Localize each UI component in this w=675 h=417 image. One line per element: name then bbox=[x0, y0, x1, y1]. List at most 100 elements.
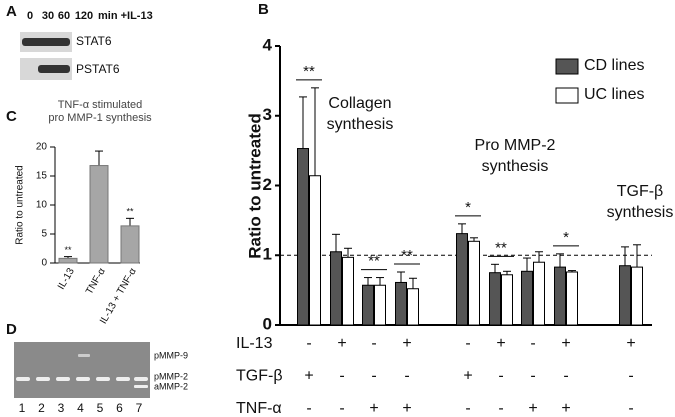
bar bbox=[631, 266, 643, 326]
condition-sign: - bbox=[498, 368, 503, 385]
significance: ** bbox=[64, 245, 72, 255]
x-tick-label: IL-13 bbox=[56, 266, 77, 292]
chart-title: pro MMP-1 synthesis bbox=[48, 112, 152, 124]
band-label: pMMP-2 bbox=[154, 371, 188, 381]
band-label: PSTAT6 bbox=[76, 62, 120, 76]
legend-label: UC lines bbox=[584, 86, 644, 103]
condition-sign: - bbox=[339, 400, 344, 417]
blot-band bbox=[38, 65, 70, 73]
significance: ** bbox=[126, 207, 134, 217]
bar bbox=[297, 148, 309, 326]
blot-band bbox=[22, 38, 70, 46]
chart-title: TNF-α stimulated bbox=[58, 99, 143, 111]
condition-sign: - bbox=[530, 335, 535, 352]
gel bbox=[14, 342, 150, 398]
condition-sign: - bbox=[628, 368, 633, 385]
bar bbox=[362, 284, 374, 326]
y-tick-label: 20 bbox=[36, 142, 48, 153]
condition-label: TNF-α bbox=[236, 400, 282, 417]
lane-label: 2 bbox=[38, 401, 45, 415]
band-label: STAT6 bbox=[76, 34, 112, 48]
y-axis-label: Ratio to untreated bbox=[245, 113, 264, 258]
group-label: TGF-β bbox=[617, 183, 664, 200]
condition-sign: - bbox=[563, 368, 568, 385]
panel-label: C bbox=[6, 108, 17, 125]
condition-sign: + bbox=[369, 400, 378, 417]
condition-sign: + bbox=[463, 368, 472, 385]
condition-sign: - bbox=[530, 368, 535, 385]
condition-sign: + bbox=[626, 335, 635, 352]
bar bbox=[554, 266, 566, 326]
bar bbox=[374, 284, 386, 326]
condition-sign: + bbox=[561, 400, 570, 417]
bar bbox=[407, 288, 419, 326]
condition-sign: - bbox=[371, 335, 376, 352]
bar bbox=[468, 240, 480, 326]
bar bbox=[309, 175, 321, 326]
bar bbox=[489, 272, 501, 326]
condition-sign: - bbox=[339, 368, 344, 385]
group-label: synthesis bbox=[327, 116, 394, 133]
bar bbox=[501, 274, 513, 326]
significance: ** bbox=[401, 247, 413, 264]
group-label: synthesis bbox=[482, 158, 549, 175]
y-tick-label: 5 bbox=[41, 229, 47, 240]
bar bbox=[566, 271, 578, 326]
condition-label: IL-13 bbox=[236, 335, 273, 352]
band-label: pMMP-9 bbox=[154, 350, 188, 360]
bar bbox=[89, 165, 109, 264]
significance: ** bbox=[368, 253, 380, 270]
y-tick-label: 0 bbox=[263, 314, 272, 333]
y-tick-label: 1 bbox=[263, 245, 272, 264]
gel-bands bbox=[16, 354, 148, 388]
bar bbox=[619, 265, 631, 326]
band-label: aMMP-2 bbox=[154, 381, 188, 391]
group-label: Pro MMP-2 bbox=[475, 137, 556, 154]
time-label: 120 bbox=[75, 10, 93, 22]
bar bbox=[330, 251, 342, 326]
y-tick-label: 10 bbox=[36, 200, 48, 211]
condition-sign: - bbox=[306, 400, 311, 417]
bar bbox=[342, 256, 354, 326]
panel-label: A bbox=[6, 3, 17, 20]
lane-label: 5 bbox=[97, 401, 104, 415]
bar bbox=[395, 281, 407, 326]
significance: ** bbox=[303, 63, 315, 80]
y-axis-label: Ratio to untreated bbox=[15, 165, 26, 245]
lane-label: 7 bbox=[136, 401, 143, 415]
condition-sign: - bbox=[465, 335, 470, 352]
y-tick-label: 4 bbox=[263, 35, 273, 54]
time-label: 60 bbox=[58, 10, 70, 22]
condition-sign: - bbox=[498, 400, 503, 417]
lane-label: 4 bbox=[77, 401, 84, 415]
bar bbox=[58, 257, 78, 264]
time-label: 0 bbox=[27, 10, 33, 22]
condition-sign: - bbox=[465, 400, 470, 417]
group-label: synthesis bbox=[607, 204, 674, 221]
panel-label: B bbox=[258, 1, 269, 18]
condition-sign: - bbox=[306, 335, 311, 352]
condition-sign: + bbox=[528, 400, 537, 417]
condition-sign: + bbox=[402, 400, 411, 417]
bar bbox=[533, 261, 545, 326]
condition-sign: + bbox=[304, 368, 313, 385]
bar bbox=[120, 225, 140, 264]
y-tick-label: 2 bbox=[263, 175, 272, 194]
legend-swatch bbox=[555, 58, 579, 75]
lane-label: 6 bbox=[116, 401, 123, 415]
bar bbox=[456, 233, 468, 326]
y-tick-label: 15 bbox=[36, 171, 48, 182]
x-tick-label: TNF-α bbox=[84, 266, 108, 296]
condition-label: TGF-β bbox=[236, 368, 283, 385]
time-unit: min +IL-13 bbox=[98, 10, 153, 22]
condition-sign: - bbox=[628, 400, 633, 417]
condition-sign: + bbox=[561, 335, 570, 352]
lane-label: 1 bbox=[19, 401, 26, 415]
bar bbox=[521, 270, 533, 326]
legend-swatch bbox=[555, 87, 579, 104]
significance: * bbox=[465, 199, 471, 216]
group-label: Collagen bbox=[328, 95, 391, 112]
panel-label: D bbox=[6, 321, 17, 338]
significance: ** bbox=[495, 239, 507, 256]
